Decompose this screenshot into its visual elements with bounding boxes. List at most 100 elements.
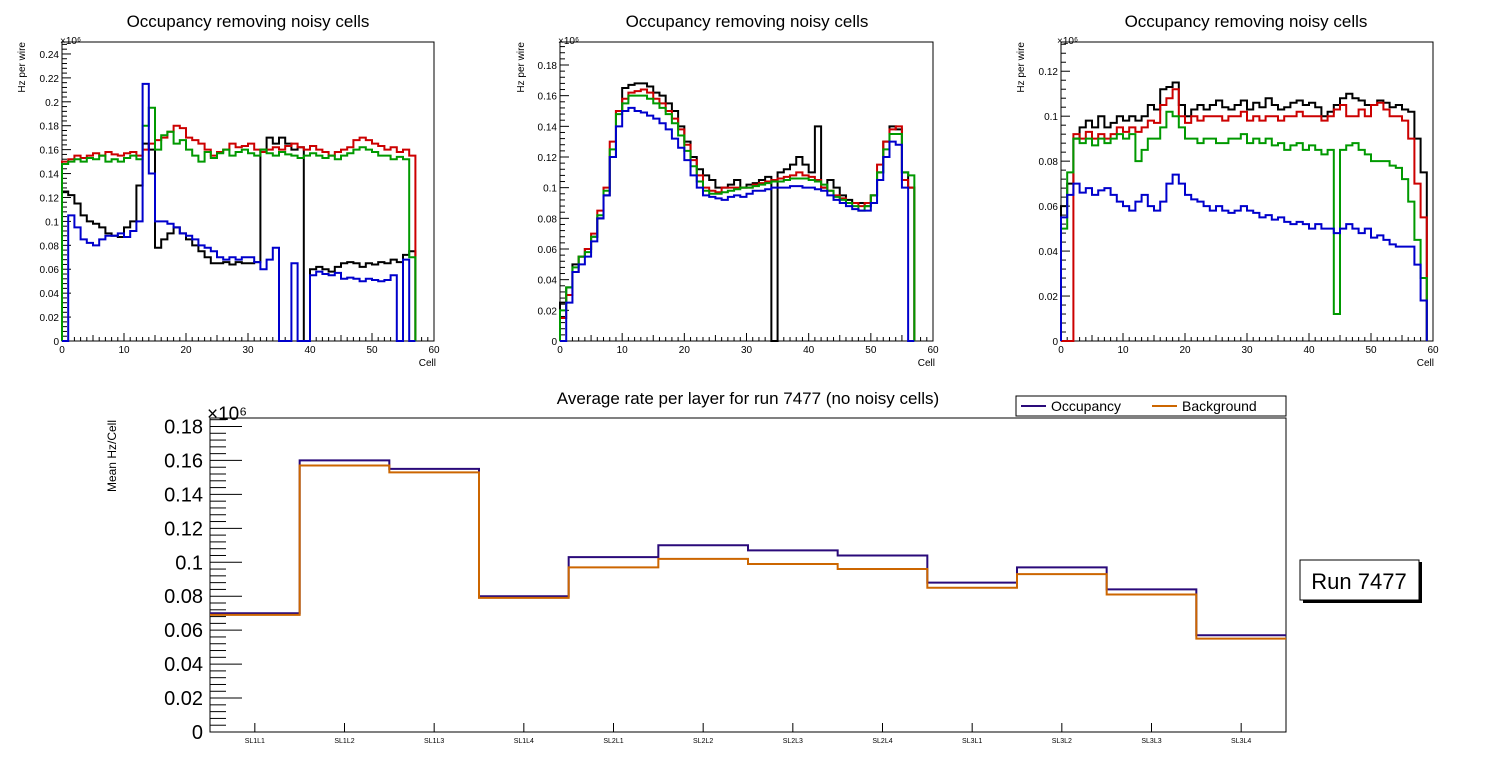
category-label: SL2L3 bbox=[783, 738, 803, 745]
series-green-line bbox=[1061, 112, 1427, 341]
category-label: SL1L4 bbox=[514, 738, 534, 745]
panel-1-frame bbox=[62, 42, 434, 341]
category-label: SL3L4 bbox=[1231, 738, 1251, 745]
y-tick-label: 0.12 bbox=[1039, 67, 1059, 78]
panel-3-ticks: 0 10 20 30 40 50 60 0 0.02 0.04 0.06 0.08 0.1 0.12 bbox=[1039, 44, 1439, 356]
panel-2: Occupancy removing noisy cells ×10⁶ Hz p… bbox=[516, 12, 939, 369]
series-green-line bbox=[62, 108, 415, 341]
panel-2-title: Occupancy removing noisy cells bbox=[626, 12, 869, 31]
y-tick-label: 0.24 bbox=[40, 50, 60, 61]
y-tick-label: 0.12 bbox=[40, 193, 60, 204]
x-tick-label: 10 bbox=[118, 345, 130, 356]
series-green-line bbox=[560, 96, 914, 341]
x-tick-label: 10 bbox=[617, 345, 629, 356]
y-tick-label: 0.12 bbox=[164, 518, 203, 540]
category-label: SL2L2 bbox=[693, 738, 713, 745]
panel-2-series bbox=[560, 83, 914, 341]
y-tick-label: 0.06 bbox=[40, 265, 60, 276]
y-tick-label: 0.14 bbox=[40, 170, 60, 181]
y-tick-label: 0.18 bbox=[164, 416, 203, 438]
y-tick-label: 0.2 bbox=[45, 98, 59, 109]
panel-3-xlabel: Cell bbox=[1417, 358, 1434, 369]
legend: Occupancy Background bbox=[1016, 396, 1286, 416]
y-tick-label: 0.08 bbox=[538, 214, 558, 225]
y-tick-label: 0.14 bbox=[538, 122, 558, 133]
y-tick-label: 0.04 bbox=[538, 276, 558, 287]
panel-1-xlabel: Cell bbox=[419, 358, 436, 369]
series-red-line bbox=[62, 126, 415, 341]
series-background-line bbox=[210, 466, 1286, 639]
series-blue-line bbox=[1061, 175, 1427, 341]
canvas: Occupancy removing noisy cells ×10⁶ Hz p… bbox=[0, 0, 1496, 772]
legend-occupancy-label: Occupancy bbox=[1051, 398, 1121, 414]
y-tick-label: 0 bbox=[192, 722, 203, 744]
x-tick-label: 30 bbox=[1241, 345, 1253, 356]
y-tick-label: 0.02 bbox=[164, 688, 203, 710]
series-black-line bbox=[560, 83, 914, 341]
category-label: SL1L1 bbox=[245, 738, 265, 745]
panel-1-ticks: 0 10 20 30 40 50 60 0 0.02 0.04 0.06 0.08 0.1 0.12 0.1… bbox=[40, 44, 440, 356]
y-tick-label: 0.06 bbox=[1039, 202, 1059, 213]
panel-3-title: Occupancy removing noisy cells bbox=[1125, 12, 1368, 31]
y-tick-label: 0.1 bbox=[543, 184, 557, 195]
panel-1-series bbox=[62, 84, 415, 341]
panel-3-series bbox=[1061, 82, 1427, 341]
y-tick-label: 0.08 bbox=[164, 586, 203, 608]
y-tick-label: 0.02 bbox=[40, 313, 60, 324]
y-tick-label: 0.04 bbox=[164, 654, 203, 676]
y-tick-label: 0.04 bbox=[1039, 247, 1059, 258]
y-tick-label: 0.02 bbox=[538, 306, 558, 317]
y-tick-label: 0.1 bbox=[175, 552, 203, 574]
panel-1-ylabel: Hz per wire bbox=[17, 42, 28, 93]
y-tick-label: 0.12 bbox=[538, 153, 558, 164]
series-blue-line bbox=[62, 84, 415, 341]
category-label: SL2L4 bbox=[872, 738, 892, 745]
bottom-ylabel: Mean Hz/Cell bbox=[105, 420, 119, 492]
panel-2-xlabel: Cell bbox=[918, 358, 935, 369]
y-tick-label: 0.16 bbox=[40, 146, 60, 157]
y-tick-label: 0.08 bbox=[40, 241, 60, 252]
category-label: SL1L2 bbox=[334, 738, 354, 745]
y-tick-label: 0 bbox=[53, 337, 59, 348]
series-black-line bbox=[62, 138, 415, 341]
x-tick-label: 40 bbox=[1303, 345, 1315, 356]
x-tick-label: 20 bbox=[1179, 345, 1191, 356]
bottom-series bbox=[210, 460, 1286, 638]
x-tick-label: 0 bbox=[557, 345, 563, 356]
y-tick-label: 0 bbox=[551, 337, 557, 348]
x-tick-label: 50 bbox=[366, 345, 378, 356]
series-blue-line bbox=[560, 108, 914, 341]
panel-2-ticks: 0 10 20 30 40 50 60 0 0.02 0.04 0.06 0.08 0.1 0.12 0.1… bbox=[538, 47, 939, 356]
bottom-title: Average rate per layer for run 7477 (no … bbox=[557, 389, 939, 408]
run-label-box: Run 7477 bbox=[1300, 560, 1422, 603]
y-tick-label: 0.22 bbox=[40, 74, 60, 85]
y-tick-label: 0.18 bbox=[40, 122, 60, 133]
y-tick-label: 0.06 bbox=[538, 245, 558, 256]
series-red-line bbox=[1061, 89, 1427, 341]
x-tick-label: 30 bbox=[242, 345, 254, 356]
y-tick-label: 0.16 bbox=[538, 92, 558, 103]
panel-3-ylabel: Hz per wire bbox=[1016, 42, 1027, 93]
y-tick-label: 0.02 bbox=[1039, 292, 1059, 303]
y-tick-label: 0.1 bbox=[1044, 112, 1058, 123]
run-label: Run 7477 bbox=[1311, 569, 1406, 594]
x-tick-label: 60 bbox=[428, 345, 440, 356]
panel-2-ylabel: Hz per wire bbox=[516, 42, 527, 93]
x-tick-label: 20 bbox=[679, 345, 691, 356]
x-tick-label: 10 bbox=[1117, 345, 1129, 356]
panel-bottom: Average rate per layer for run 7477 (no … bbox=[105, 389, 1422, 745]
x-tick-label: 0 bbox=[59, 345, 65, 356]
y-tick-label: 0.04 bbox=[40, 289, 60, 300]
x-tick-label: 0 bbox=[1058, 345, 1064, 356]
x-tick-label: 60 bbox=[1427, 345, 1439, 356]
panel-3-frame bbox=[1061, 42, 1433, 341]
category-label: SL1L3 bbox=[424, 738, 444, 745]
series-red-line bbox=[560, 90, 914, 341]
x-tick-label: 40 bbox=[304, 345, 316, 356]
y-tick-label: 0.08 bbox=[1039, 157, 1059, 168]
x-tick-label: 60 bbox=[927, 345, 939, 356]
x-tick-label: 50 bbox=[1365, 345, 1377, 356]
panel-3: Occupancy removing noisy cells ×10⁶ Hz p… bbox=[1016, 12, 1439, 369]
x-tick-label: 50 bbox=[865, 345, 877, 356]
y-tick-label: 0 bbox=[1052, 337, 1058, 348]
